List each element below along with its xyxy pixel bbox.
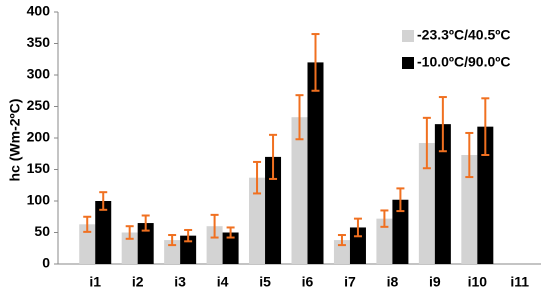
x-tick-label: i1 bbox=[89, 274, 101, 290]
x-tick-label: i11 bbox=[510, 274, 529, 290]
bar bbox=[206, 226, 223, 264]
bar bbox=[180, 235, 197, 264]
bar bbox=[376, 218, 393, 264]
bar bbox=[307, 62, 324, 265]
bar bbox=[392, 199, 409, 264]
x-tick-label: i8 bbox=[387, 274, 399, 290]
legend-label: -23.3ºC/40.5ºC bbox=[417, 27, 511, 43]
bar bbox=[121, 232, 138, 264]
bar bbox=[477, 126, 494, 264]
legend-label: -10.0ºC/90.0ºC bbox=[417, 54, 511, 70]
y-tick-label: 400 bbox=[27, 3, 51, 19]
y-tick-label: 100 bbox=[27, 192, 51, 208]
bar bbox=[434, 124, 451, 264]
y-tick-label: 350 bbox=[27, 34, 51, 50]
bar bbox=[265, 156, 282, 264]
legend-swatch bbox=[402, 30, 414, 42]
y-tick-label: 250 bbox=[27, 97, 51, 113]
x-tick-label: i3 bbox=[174, 274, 186, 290]
bar bbox=[137, 223, 154, 264]
bar bbox=[79, 224, 96, 264]
bar bbox=[291, 117, 308, 265]
legend-swatch bbox=[402, 57, 414, 69]
x-tick-label: i2 bbox=[132, 274, 144, 290]
x-tick-label: i4 bbox=[217, 274, 229, 290]
bar bbox=[222, 232, 239, 264]
x-tick-label: i9 bbox=[429, 274, 441, 290]
bar bbox=[249, 177, 266, 264]
y-tick-label: 150 bbox=[27, 160, 51, 176]
x-tick-label: i10 bbox=[468, 274, 488, 290]
x-tick-label: i5 bbox=[259, 274, 271, 290]
bar bbox=[418, 143, 435, 264]
bar bbox=[461, 155, 478, 264]
bar bbox=[95, 201, 112, 264]
y-axis-label: hc (Wm-2ºC) bbox=[7, 99, 23, 182]
y-tick-label: 0 bbox=[42, 255, 50, 271]
x-tick-label: i7 bbox=[344, 274, 356, 290]
y-tick-label: 50 bbox=[34, 223, 50, 239]
y-tick-label: 300 bbox=[27, 66, 51, 82]
y-tick-label: 200 bbox=[27, 129, 51, 145]
x-tick-label: i6 bbox=[302, 274, 314, 290]
